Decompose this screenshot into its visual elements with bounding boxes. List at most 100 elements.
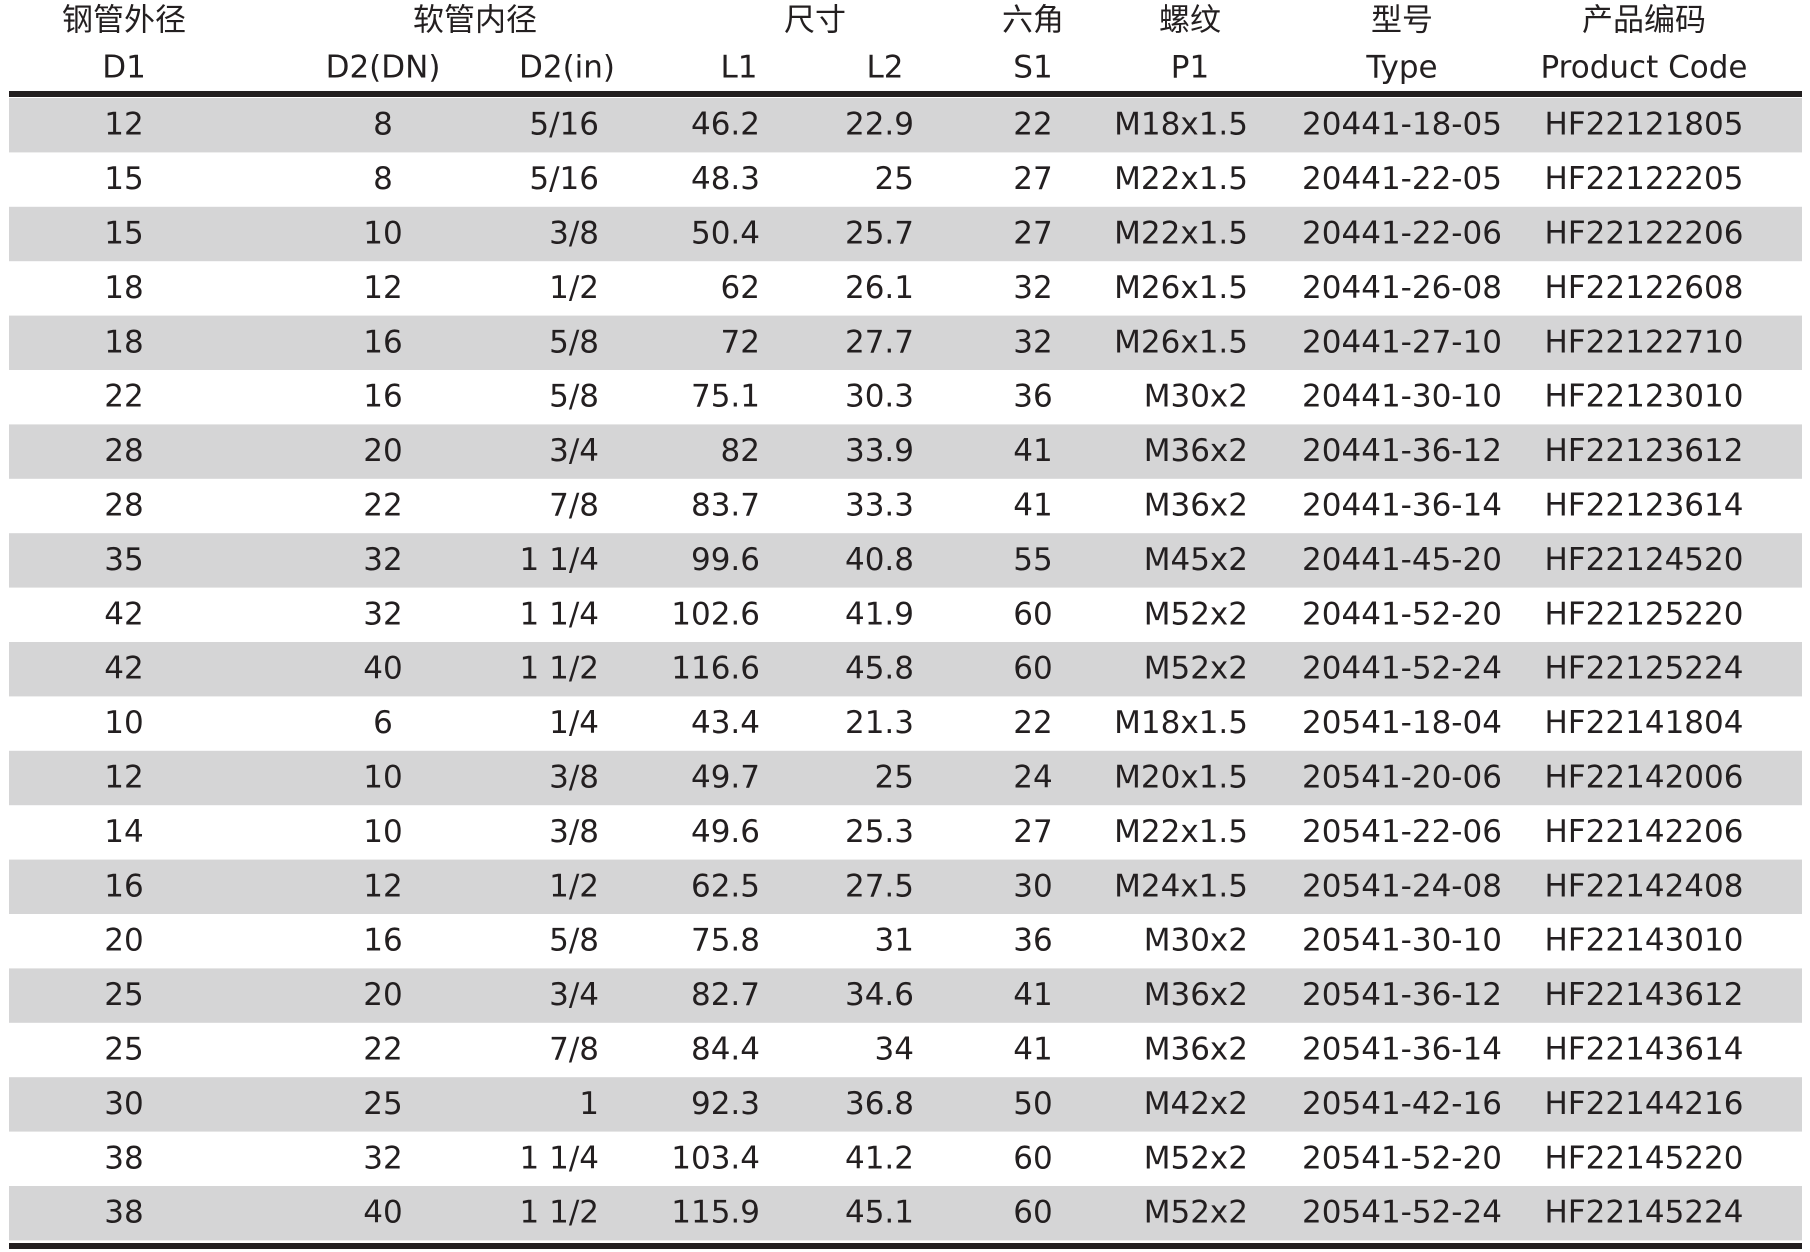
cell: 14 bbox=[104, 814, 143, 850]
cell: 1/2 bbox=[549, 270, 599, 306]
group-header: 螺纹 bbox=[1159, 3, 1221, 39]
row-band bbox=[9, 1186, 1802, 1241]
cell: 7/8 bbox=[549, 488, 599, 524]
cell: M18x1.5 bbox=[1114, 107, 1248, 143]
cell: 22 bbox=[1013, 107, 1052, 143]
cell: 22 bbox=[363, 1032, 402, 1068]
cell: 6 bbox=[373, 705, 393, 741]
cell: HF22142006 bbox=[1545, 760, 1744, 796]
cell: M22x1.5 bbox=[1114, 814, 1248, 850]
cell: 25 bbox=[363, 1086, 402, 1122]
cell: 10 bbox=[363, 814, 402, 850]
cell: 41 bbox=[1013, 1032, 1052, 1068]
cell: 32 bbox=[363, 596, 402, 632]
cell: M45x2 bbox=[1144, 542, 1248, 578]
cell: 27 bbox=[1013, 161, 1052, 197]
cell: 43.4 bbox=[691, 705, 760, 741]
cell: M36x2 bbox=[1144, 977, 1248, 1013]
cell: 5/16 bbox=[529, 107, 599, 143]
cell: 3/8 bbox=[549, 760, 599, 796]
cell: 20541-18-04 bbox=[1302, 705, 1502, 741]
cell: 82 bbox=[721, 433, 760, 469]
cell: 20441-27-10 bbox=[1302, 324, 1502, 360]
cell: 20541-52-24 bbox=[1302, 1195, 1502, 1231]
cell: 48.3 bbox=[691, 161, 760, 197]
group-header: 产品编码 bbox=[1582, 3, 1706, 39]
cell: M52x2 bbox=[1144, 1195, 1248, 1231]
row-band bbox=[9, 1077, 1802, 1132]
cell: 10 bbox=[363, 216, 402, 252]
group-header: 软管内径 bbox=[413, 3, 537, 39]
cell: HF22122206 bbox=[1545, 216, 1744, 252]
cell: 38 bbox=[104, 1140, 143, 1176]
cell: M26x1.5 bbox=[1114, 270, 1248, 306]
cell: 20441-36-12 bbox=[1302, 433, 1502, 469]
row-band bbox=[9, 424, 1802, 479]
cell: HF22145220 bbox=[1545, 1140, 1744, 1176]
cell: 38 bbox=[104, 1195, 143, 1231]
cell: 12 bbox=[363, 270, 402, 306]
cell: 41.2 bbox=[845, 1140, 914, 1176]
cell: 22.9 bbox=[845, 107, 914, 143]
cell: 8 bbox=[373, 161, 393, 197]
cell: 60 bbox=[1013, 596, 1052, 632]
cell: 99.6 bbox=[691, 542, 760, 578]
column-header: L1 bbox=[721, 50, 758, 86]
cell: 62 bbox=[721, 270, 760, 306]
cell: 40 bbox=[363, 1195, 402, 1231]
cell: 1 1/4 bbox=[520, 542, 599, 578]
cell: 20541-22-06 bbox=[1302, 814, 1502, 850]
row-band bbox=[9, 642, 1802, 697]
cell: 102.6 bbox=[671, 596, 760, 632]
cell: 36 bbox=[1013, 379, 1052, 415]
row-band bbox=[9, 98, 1802, 153]
cell: M52x2 bbox=[1144, 596, 1248, 632]
header-rule bbox=[9, 91, 1802, 97]
cell: M52x2 bbox=[1144, 1140, 1248, 1176]
cell: 1 1/2 bbox=[520, 1195, 599, 1231]
cell: 20441-45-20 bbox=[1302, 542, 1502, 578]
cell: 75.1 bbox=[691, 379, 760, 415]
cell: 20541-24-08 bbox=[1302, 868, 1502, 904]
cell: 20541-30-10 bbox=[1302, 923, 1502, 959]
column-header: D2(in) bbox=[519, 50, 615, 86]
cell: 28 bbox=[104, 433, 143, 469]
cell: 55 bbox=[1013, 542, 1052, 578]
cell: HF22144216 bbox=[1545, 1086, 1744, 1122]
cell: 20441-52-20 bbox=[1302, 596, 1502, 632]
cell: 20 bbox=[104, 923, 143, 959]
column-header: L2 bbox=[867, 50, 904, 86]
cell: 25.3 bbox=[845, 814, 914, 850]
column-header: D1 bbox=[102, 50, 146, 86]
cell: 33.9 bbox=[845, 433, 914, 469]
cell: 115.9 bbox=[671, 1195, 760, 1231]
cell: M36x2 bbox=[1144, 1032, 1248, 1068]
cell: 1 1/4 bbox=[520, 1140, 599, 1176]
cell: 20 bbox=[363, 977, 402, 1013]
cell: 20441-26-08 bbox=[1302, 270, 1502, 306]
group-header: 型号 bbox=[1371, 3, 1433, 39]
cell: 50.4 bbox=[691, 216, 760, 252]
row-band bbox=[9, 750, 1802, 806]
cell: 31 bbox=[875, 923, 914, 959]
cell: HF22125220 bbox=[1545, 596, 1744, 632]
cell: 10 bbox=[363, 760, 402, 796]
cell: M36x2 bbox=[1144, 488, 1248, 524]
cell: 25 bbox=[104, 977, 143, 1013]
cell: 41 bbox=[1013, 488, 1052, 524]
row-band bbox=[9, 315, 1802, 370]
column-header: Product Code bbox=[1541, 50, 1748, 86]
cell: 32 bbox=[363, 1140, 402, 1176]
cell: 27 bbox=[1013, 216, 1052, 252]
cell: HF22143010 bbox=[1545, 923, 1744, 959]
cell: 20541-36-12 bbox=[1302, 977, 1502, 1013]
cell: M24x1.5 bbox=[1114, 868, 1248, 904]
cell: 62.5 bbox=[691, 868, 760, 904]
cell: 20541-52-20 bbox=[1302, 1140, 1502, 1176]
cell: 34.6 bbox=[845, 977, 914, 1013]
cell: HF22145224 bbox=[1545, 1195, 1744, 1231]
cell: HF22143614 bbox=[1545, 1032, 1744, 1068]
cell: M30x2 bbox=[1144, 379, 1248, 415]
cell: 50 bbox=[1013, 1086, 1052, 1122]
group-header: 尺寸 bbox=[784, 3, 846, 39]
